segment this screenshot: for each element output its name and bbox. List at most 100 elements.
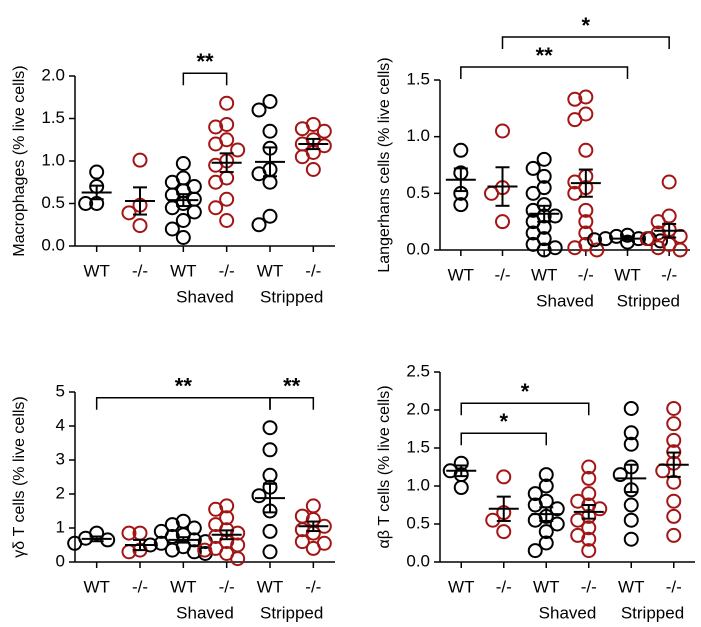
- significance-label: *: [582, 13, 591, 38]
- data-point: [294, 534, 310, 550]
- y-tick-label: 2.5: [406, 361, 430, 380]
- data-point: [305, 162, 321, 177]
- y-tick-label: 0.5: [406, 183, 430, 202]
- data-point: [208, 119, 224, 135]
- x-tick-label: -/-: [666, 577, 682, 596]
- data-point: [186, 520, 202, 536]
- data-point: [164, 174, 180, 190]
- data-point: [527, 543, 543, 559]
- data-point: [262, 544, 278, 560]
- significance-bracket: [269, 396, 315, 410]
- group-label: Stripped: [621, 603, 684, 622]
- data-point: [496, 469, 512, 485]
- group-label: Shaved: [176, 603, 234, 622]
- data-point: [78, 196, 94, 211]
- x-tick-label: WT: [448, 577, 474, 596]
- data-point: [453, 480, 469, 496]
- y-tick-label: 2: [56, 483, 65, 502]
- x-tick-label: -/-: [132, 261, 148, 280]
- data-point: [598, 231, 613, 247]
- data-point: [587, 232, 602, 248]
- data-point: [536, 151, 552, 167]
- data-point: [175, 213, 191, 228]
- data-point: [495, 123, 510, 139]
- data-point: [89, 164, 105, 180]
- data-point: [578, 89, 594, 105]
- data-point: [620, 234, 635, 250]
- data-point: [623, 497, 639, 513]
- data-point: [666, 493, 682, 509]
- data-point: [655, 463, 671, 479]
- data-point: [661, 174, 677, 190]
- y-tick-label: 1.0: [406, 126, 430, 145]
- x-tick-label: -/-: [219, 577, 235, 596]
- significance-bracket: [460, 432, 547, 446]
- x-tick-label: WT: [170, 577, 196, 596]
- data-point: [547, 240, 563, 256]
- data-point: [305, 540, 321, 556]
- significance-label: **: [536, 43, 554, 68]
- data-point: [208, 174, 224, 190]
- data-point: [153, 535, 169, 551]
- x-tick-label: WT: [257, 261, 283, 280]
- data-point: [567, 91, 583, 107]
- y-tick-label: 0.0: [406, 239, 430, 258]
- significance-bracket: [460, 66, 629, 79]
- data-point: [650, 214, 666, 230]
- data-point: [570, 512, 586, 528]
- data-point: [262, 174, 278, 190]
- data-point: [527, 497, 543, 513]
- data-point: [666, 400, 682, 416]
- x-tick-label: -/-: [496, 577, 512, 596]
- x-tick-label: WT: [83, 577, 109, 596]
- group-label: Shaved: [536, 291, 594, 310]
- data-point: [251, 488, 267, 504]
- data-point: [581, 486, 597, 502]
- significance-label: **: [196, 49, 214, 74]
- data-point: [121, 205, 137, 221]
- data-point: [164, 200, 180, 216]
- data-point: [672, 242, 688, 258]
- data-point: [650, 240, 666, 256]
- x-tick-label: -/-: [581, 577, 597, 596]
- data-point: [262, 523, 278, 539]
- data-point: [547, 208, 563, 224]
- data-point: [251, 166, 267, 182]
- data-point: [219, 191, 235, 207]
- data-point: [549, 501, 565, 517]
- data-point: [525, 185, 541, 201]
- y-tick-label: 5: [56, 381, 65, 400]
- data-point: [567, 112, 583, 128]
- data-point: [208, 136, 224, 152]
- significance-label: **: [283, 374, 301, 399]
- x-tick-label: WT: [257, 577, 283, 596]
- x-tick-label: -/-: [578, 265, 594, 284]
- data-point: [305, 498, 321, 514]
- y-tick-label: 0.0: [406, 551, 430, 570]
- y-tick-label: 0.5: [406, 513, 430, 532]
- significance-bracket: [182, 72, 228, 86]
- group-label: Stripped: [260, 603, 323, 622]
- data-point: [612, 467, 628, 483]
- data-point: [262, 94, 278, 109]
- data-point: [592, 501, 608, 517]
- y-tick-label: 1.5: [406, 437, 430, 456]
- data-point: [538, 524, 554, 540]
- data-point: [536, 242, 552, 258]
- data-point: [208, 200, 224, 216]
- data-point: [186, 544, 202, 560]
- group-label: Shaved: [176, 287, 234, 306]
- x-tick-label: WT: [531, 265, 557, 284]
- significance-label: *: [521, 379, 530, 404]
- data-point: [496, 524, 512, 540]
- x-tick-label: -/-: [132, 577, 148, 596]
- data-point: [142, 537, 158, 553]
- significance-bracket: [460, 402, 590, 416]
- x-tick-label: -/-: [219, 261, 235, 280]
- data-point: [294, 149, 310, 165]
- data-point: [132, 218, 148, 234]
- data-point: [666, 416, 682, 432]
- data-point: [316, 138, 332, 154]
- y-tick-label: 1.5: [406, 69, 430, 88]
- x-tick-label: -/-: [305, 261, 321, 280]
